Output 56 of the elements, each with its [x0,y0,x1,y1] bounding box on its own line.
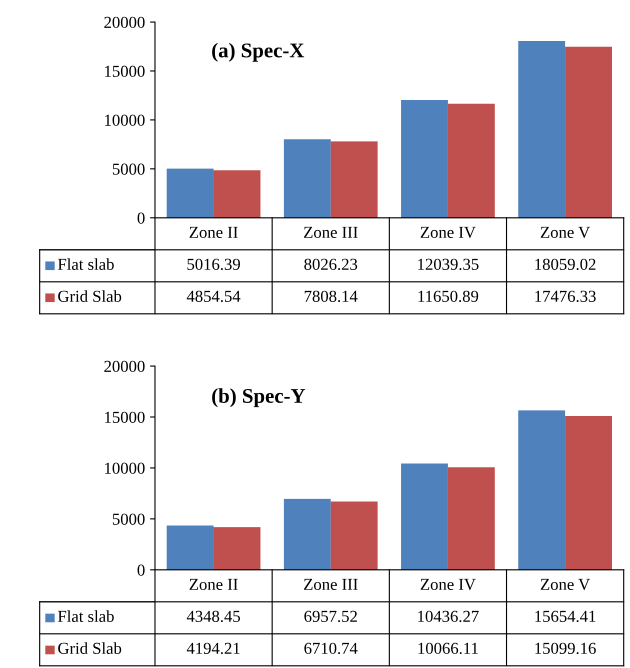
data-label: 5016.39 [187,258,240,270]
bar [401,463,448,570]
data-label: 12039.35 [418,258,479,270]
data-label: 4194.21 [186,642,240,654]
bar [565,416,612,570]
legend-label: Grid Slab [58,642,122,654]
data-label: 7808.14 [304,290,358,302]
data-label: 17476.33 [535,290,596,302]
bar [565,46,612,218]
bar [330,141,378,218]
y-tick-label: 10000 [105,114,145,126]
data-label: 10066.11 [418,642,478,654]
bar [448,467,495,570]
bar [284,139,331,218]
bar [518,410,566,570]
y-tick-label: 5000 [112,514,145,525]
x-tick-label: Zone III [304,226,358,238]
y-tick-label: 15000 [105,66,145,77]
bar [330,501,378,570]
data-label: 15654.41 [535,610,596,622]
data-label: 4854.54 [186,290,240,302]
data-label: 4348.45 [186,610,240,622]
y-tick-label: 0 [138,564,145,576]
bar [448,104,495,218]
y-tick-label: 20000 [104,16,145,28]
x-tick-label: Zone II [190,226,238,238]
x-tick-label: Zone III [304,578,358,590]
bar [214,527,260,570]
y-tick-label: 15000 [105,412,145,423]
y-tick-label: 20000 [104,360,145,372]
data-label: 6957.52 [304,610,357,622]
legend-label: Grid Slab [58,290,122,302]
text: (a) Spec-X [212,42,304,62]
bar [166,168,214,218]
data-label: 8026.23 [304,258,358,270]
bar [518,41,566,218]
x-tick-label: Zone IV [420,226,476,238]
bar [214,170,260,218]
legend-label: Flat slab [58,610,114,622]
data-label: 6710.74 [304,642,358,654]
y-tick-label: 10000 [105,462,145,474]
data-label: 15099.16 [535,642,596,654]
legend-label: Flat slab [58,258,114,270]
x-tick-label: Zone V [540,578,590,590]
data-label: 10436.27 [418,610,479,622]
y-tick-label: 0 [138,212,145,224]
bar [166,526,214,570]
text: (b) Spec-Y [212,388,306,408]
y-tick-label: 5000 [112,164,145,175]
bar [284,498,331,570]
x-tick-label: Zone V [540,226,590,238]
data-label: 18059.02 [535,258,596,270]
x-tick-label: Zone IV [420,578,476,590]
data-label: 11650.89 [418,290,478,302]
bar [401,100,448,218]
x-tick-label: Zone II [190,578,238,590]
